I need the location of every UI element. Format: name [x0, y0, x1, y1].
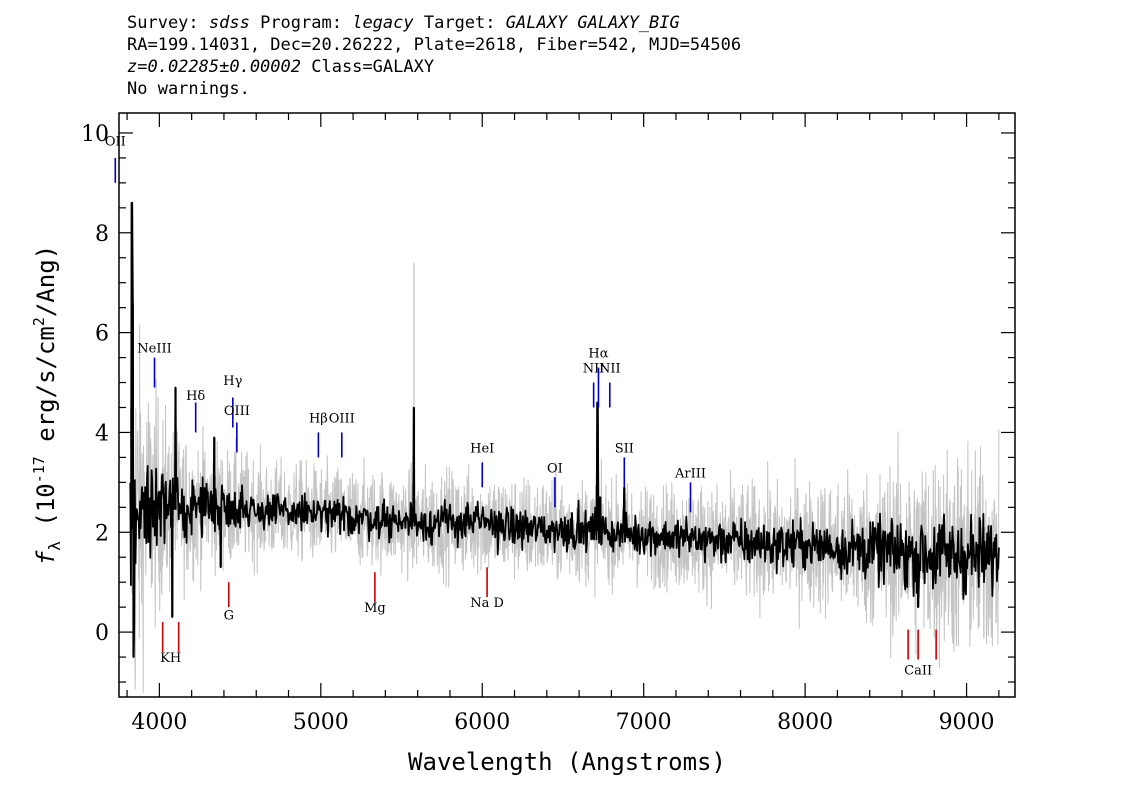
emission-line-label-13: ArIII [674, 466, 706, 481]
flux-line-path [129, 201, 1000, 658]
flux-error-envelope [129, 262, 1000, 693]
y-tick-label: 6 [95, 322, 109, 347]
flux-series [129, 201, 1000, 658]
emission-line-label-7: HeI [470, 441, 494, 456]
emission-line-label-11: NII [599, 362, 621, 377]
x-tick-label: 5000 [293, 710, 349, 735]
plot-frame [118, 112, 1016, 698]
survey-label: Survey: [127, 13, 209, 33]
x-tick-label: 8000 [777, 710, 833, 735]
y-tick-label: 8 [95, 222, 109, 247]
emission-line-label-6: OIII [329, 411, 355, 426]
header-line-survey: Survey: sdss Program: legacy Target: GAL… [127, 12, 1027, 34]
axis-ticks: 4000 5000 6000 7000 8000 9000 0 2 4 6 8 10 [81, 113, 1015, 735]
target-label: Target: [413, 13, 506, 33]
emission-line-label-1: NeIII [137, 342, 171, 357]
emission-line-label-8: OI [547, 461, 563, 476]
program-value: legacy [352, 13, 414, 33]
absorption-line-label-2: Mg [364, 601, 386, 616]
x-tick-label: 7000 [616, 710, 672, 735]
y-tick-label: 10 [81, 122, 109, 147]
absorption-line-label-3: Na D [470, 596, 504, 611]
program-label: Program: [249, 13, 353, 33]
x-tick-label: 9000 [939, 710, 995, 735]
header-line-coordinates: RA=199.14031, Dec=20.26222, Plate=2618, … [127, 35, 742, 55]
emission-line-label-5: Hβ [309, 411, 328, 426]
y-tick-label: 2 [95, 521, 109, 546]
x-tick-label: 4000 [131, 710, 187, 735]
absorption-line-label-4: CaII [904, 664, 932, 679]
redshift-value: z=0.02285±0.00002 [127, 57, 301, 77]
header-line-redshift: z=0.02285±0.00002 Class=GALAXY [127, 56, 1027, 78]
y-tick-label: 0 [95, 621, 109, 646]
class-value: Class=GALAXY [301, 57, 435, 77]
y-tick-label: 4 [95, 421, 109, 446]
emission-line-label-3: Hγ [223, 374, 242, 389]
survey-value: sdss [208, 13, 250, 33]
header-line-warnings: No warnings. [127, 79, 250, 99]
emission-line-label-2: Hδ [186, 389, 205, 404]
emission-line-label-4: OIII [224, 404, 250, 419]
emission-line-label-10: Hα [588, 347, 608, 362]
spectrum-header: Survey: sdss Program: legacy Target: GAL… [127, 12, 1027, 100]
absorption-line-label-1: G [224, 609, 234, 624]
target-value: GALAXY GALAXY_BIG [505, 13, 680, 33]
x-axis-title: Wavelength (Angstroms) [408, 748, 726, 776]
x-tick-label: 6000 [454, 710, 510, 735]
emission-line-label-12: SII [615, 441, 634, 456]
y-axis-title: fλ (10-17 erg/s/cm2/Ang) [30, 245, 64, 565]
absorption-line-label-0: KH [160, 651, 181, 666]
emission-line-label-0: OII [105, 134, 126, 149]
